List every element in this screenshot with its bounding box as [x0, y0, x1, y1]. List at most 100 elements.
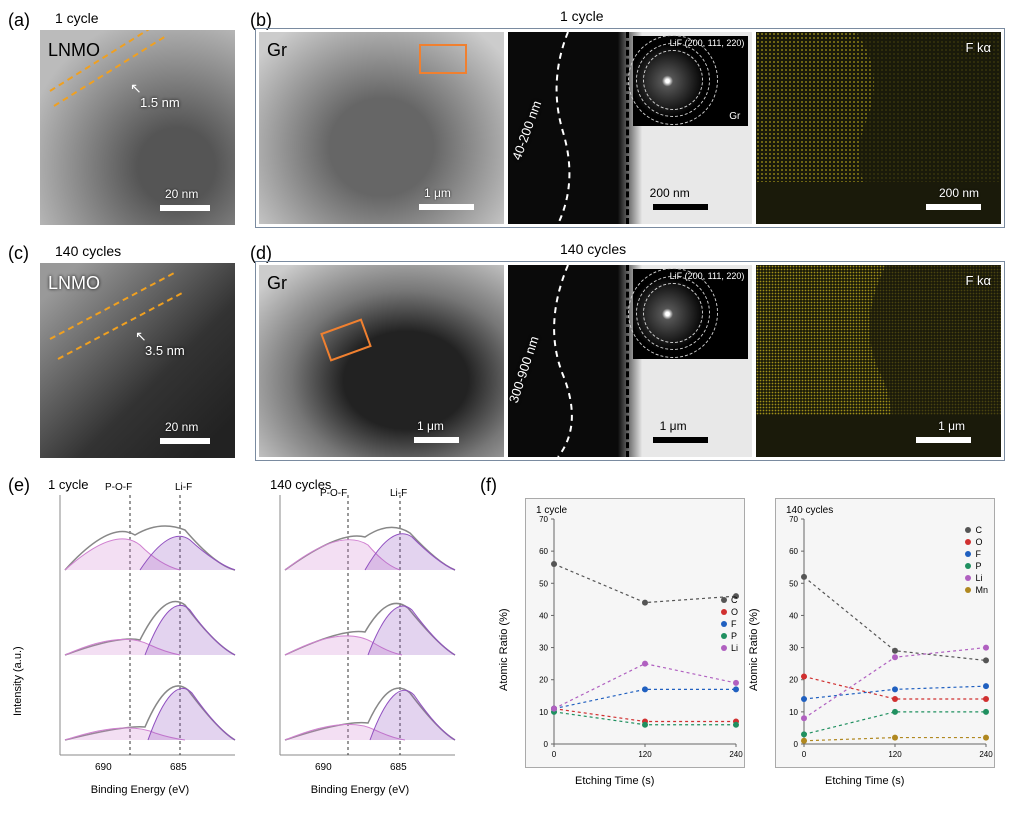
scale-bar-b2 [653, 204, 708, 210]
scale-text-c: 20 nm [165, 420, 198, 434]
scale-bar-c [160, 438, 210, 444]
f-title2: 140 cycles [786, 505, 833, 516]
scale-text-a: 20 nm [165, 187, 198, 201]
svg-text:0: 0 [794, 740, 799, 749]
legend-item: F [965, 548, 988, 560]
scale-text-d3: 1 μm [938, 419, 965, 433]
f-title1: 1 cycle [536, 505, 567, 516]
scale-text-d2: 1 μm [660, 419, 687, 433]
legend-item: Li [965, 572, 988, 584]
svg-text:0: 0 [544, 740, 549, 749]
legend-item: C [721, 594, 738, 606]
panel-e-title1: 1 cycle [48, 477, 88, 492]
xps-ylabel: Intensity (a.u.) [12, 576, 24, 716]
ratio-plot-2: 140 cycles 0102030405060700120240 COFPLi… [775, 498, 995, 768]
orange-roi-d [320, 318, 372, 361]
scale-bar-d3 [916, 437, 971, 443]
panel-d-eds: F kα 1 μm [756, 265, 1001, 457]
e-peak1-l: P-O-F [105, 482, 132, 493]
panel-b-group: Gr 1 μm 40-200 nm LiF (200, 111, 220) Gr… [255, 28, 1005, 228]
xps-right-block: P-O-F Li-F 690 685 Binding Energy (eV) [260, 495, 460, 796]
svg-text:70: 70 [539, 515, 548, 524]
ring3 [628, 35, 718, 125]
saed-b: LiF (200, 111, 220) Gr [633, 36, 748, 126]
scale-text-b3: 200 nm [939, 186, 979, 200]
legend-item: C [965, 524, 988, 536]
svg-text:60: 60 [789, 547, 798, 556]
dashed-sei-outline-d [533, 265, 603, 457]
f-xlabel-1: Etching Time (s) [575, 775, 654, 787]
saed-label-b: LiF (200, 111, 220) [670, 38, 745, 48]
legend-item: Mn [965, 584, 988, 596]
e-peak2-l: Li-F [175, 482, 192, 493]
panel-d-group: Gr 1 μm 300-900 nm LiF (200, 111, 220) 1… [255, 261, 1005, 461]
ratio-plot-1: 1 cycle 0 10 20 30 40 50 60 70 0 120 240 COFPLi [525, 498, 745, 768]
scale-text-b2: 200 nm [650, 186, 690, 200]
svg-text:240: 240 [729, 750, 743, 759]
svg-text:10: 10 [539, 708, 548, 717]
svg-text:30: 30 [789, 644, 798, 653]
legend-item: P [965, 560, 988, 572]
legend-item: F [721, 618, 738, 630]
ring3d [628, 268, 718, 358]
panel-b-material: Gr [267, 40, 287, 61]
e-xtick2-r: 685 [390, 762, 407, 773]
panel-d-tem1: Gr 1 μm [259, 265, 504, 457]
panel-a-title: 1 cycle [55, 10, 99, 26]
svg-text:0: 0 [802, 750, 807, 759]
scale-bar-a [160, 205, 210, 211]
panel-b-eds: F kα 200 nm [756, 32, 1001, 224]
svg-text:30: 30 [539, 644, 548, 653]
svg-text:40: 40 [539, 611, 548, 620]
panel-c-title: 140 cycles [55, 243, 121, 259]
f-ylabel-2: Atomic Ratio (%) [748, 571, 760, 691]
panel-d-tem2: 300-900 nm LiF (200, 111, 220) 1 μm [508, 265, 753, 457]
panel-c-material: LNMO [48, 273, 100, 294]
e-xtick1-l: 690 [95, 762, 112, 773]
svg-text:60: 60 [539, 547, 548, 556]
panel-a-label: (a) [8, 10, 30, 31]
ratio-svg-1: 0 10 20 30 40 50 60 70 0 120 240 [526, 499, 746, 769]
panel-f-label: (f) [480, 475, 497, 496]
panel-c-tem: LNMO ↖ 3.5 nm 20 nm [40, 263, 235, 458]
panel-a-tem: LNMO ↖ 1.5 nm 20 nm [40, 30, 235, 225]
eds-label-b: F kα [965, 40, 991, 55]
orange-roi-b [419, 44, 467, 74]
svg-text:50: 50 [789, 579, 798, 588]
e-xtick1-r: 690 [315, 762, 332, 773]
svg-text:20: 20 [539, 676, 548, 685]
svg-text:0: 0 [552, 750, 557, 759]
scale-bar-b3 [926, 204, 981, 210]
f-ylabel-1: Atomic Ratio (%) [498, 571, 510, 691]
panel-b-tem1: Gr 1 μm [259, 32, 504, 224]
legend-item: O [721, 606, 738, 618]
ratio-svg-2: 0102030405060700120240 [776, 499, 996, 769]
svg-text:20: 20 [789, 676, 798, 685]
xps-xlabel-l: Binding Energy (eV) [40, 784, 240, 796]
svg-text:50: 50 [539, 579, 548, 588]
xps-left-svg: 690 685 [40, 495, 240, 775]
legend-item: Li [721, 642, 738, 654]
legend-2: COFPLiMn [965, 524, 988, 596]
saed-mat-b: Gr [729, 111, 740, 122]
svg-text:240: 240 [979, 750, 993, 759]
svg-text:10: 10 [789, 708, 798, 717]
scale-text-b1: 1 μm [424, 186, 451, 200]
panel-b-tem2: 40-200 nm LiF (200, 111, 220) Gr 200 nm [508, 32, 753, 224]
scale-text-d1: 1 μm [417, 419, 444, 433]
e-xtick2-l: 685 [170, 762, 187, 773]
panel-a-thickness: 1.5 nm [140, 95, 180, 110]
panel-c-thickness: 3.5 nm [145, 343, 185, 358]
dashed-sei-outline-b [538, 32, 598, 224]
e-peak1-r: P-O-F [320, 488, 347, 499]
panel-d-material: Gr [267, 273, 287, 294]
scale-bar-d1 [414, 437, 459, 443]
svg-text:120: 120 [638, 750, 652, 759]
legend-1: COFPLi [721, 594, 738, 654]
xps-left-block: P-O-F Li-F 690 685 Binding Energy (eV) [40, 495, 240, 796]
panel-a-material: LNMO [48, 40, 100, 61]
saed-label-d: LiF (200, 111, 220) [670, 271, 745, 281]
xps-xlabel-r: Binding Energy (eV) [260, 784, 460, 796]
f-xlabel-2: Etching Time (s) [825, 775, 904, 787]
panel-e-label: (e) [8, 475, 30, 496]
